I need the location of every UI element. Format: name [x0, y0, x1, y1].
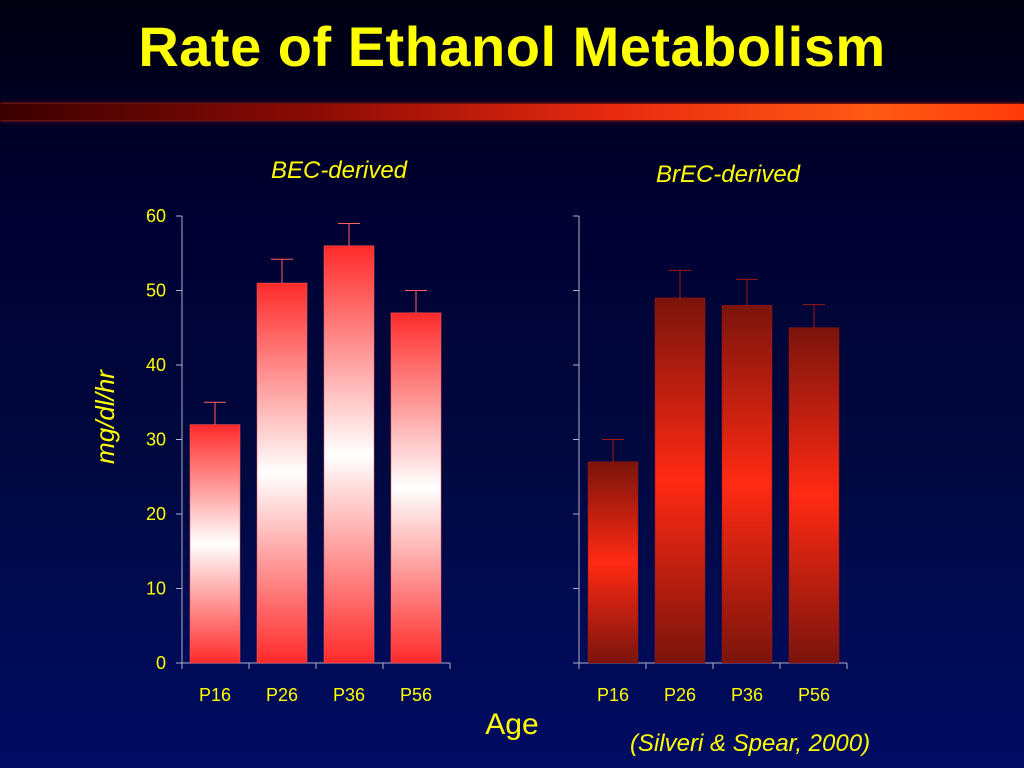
bar-bec-p26: [256, 282, 308, 664]
x-tick-label-bec: P56: [400, 685, 432, 705]
bar-brec-p36: [721, 305, 773, 664]
y-tick-label: 0: [156, 653, 166, 673]
x-tick-label-bec: P36: [333, 685, 365, 705]
y-tick-label: 10: [146, 579, 166, 599]
bar-brec-p16: [587, 461, 639, 664]
bar-bec-p56: [390, 312, 442, 664]
bar-brec-p26: [654, 297, 706, 664]
title-rule: [0, 104, 1024, 120]
citation: (Silveri & Spear, 2000): [629, 730, 871, 757]
x-axis-label: Age: [485, 708, 539, 741]
x-tick-label-brec: P56: [798, 685, 830, 705]
bar-brec-p56: [788, 327, 840, 664]
y-tick-label: 30: [146, 430, 166, 450]
y-tick-label: 60: [146, 206, 166, 226]
panel-title-brec: BrEC-derived: [655, 161, 801, 188]
panel-title-bec: BEC-derived: [270, 157, 408, 184]
y-tick-label: 20: [146, 504, 166, 524]
bar-bec-p16: [189, 424, 241, 664]
y-tick-label: 50: [146, 281, 166, 301]
y-tick-label: 40: [146, 355, 166, 375]
x-tick-label-brec: P26: [664, 685, 696, 705]
slide-title: Rate of Ethanol Metabolism: [138, 15, 886, 78]
x-tick-label-bec: P26: [266, 685, 298, 705]
x-tick-label-bec: P16: [199, 685, 231, 705]
bar-bec-p36: [323, 245, 375, 664]
x-tick-label-brec: P36: [731, 685, 763, 705]
x-tick-label-brec: P16: [597, 685, 629, 705]
